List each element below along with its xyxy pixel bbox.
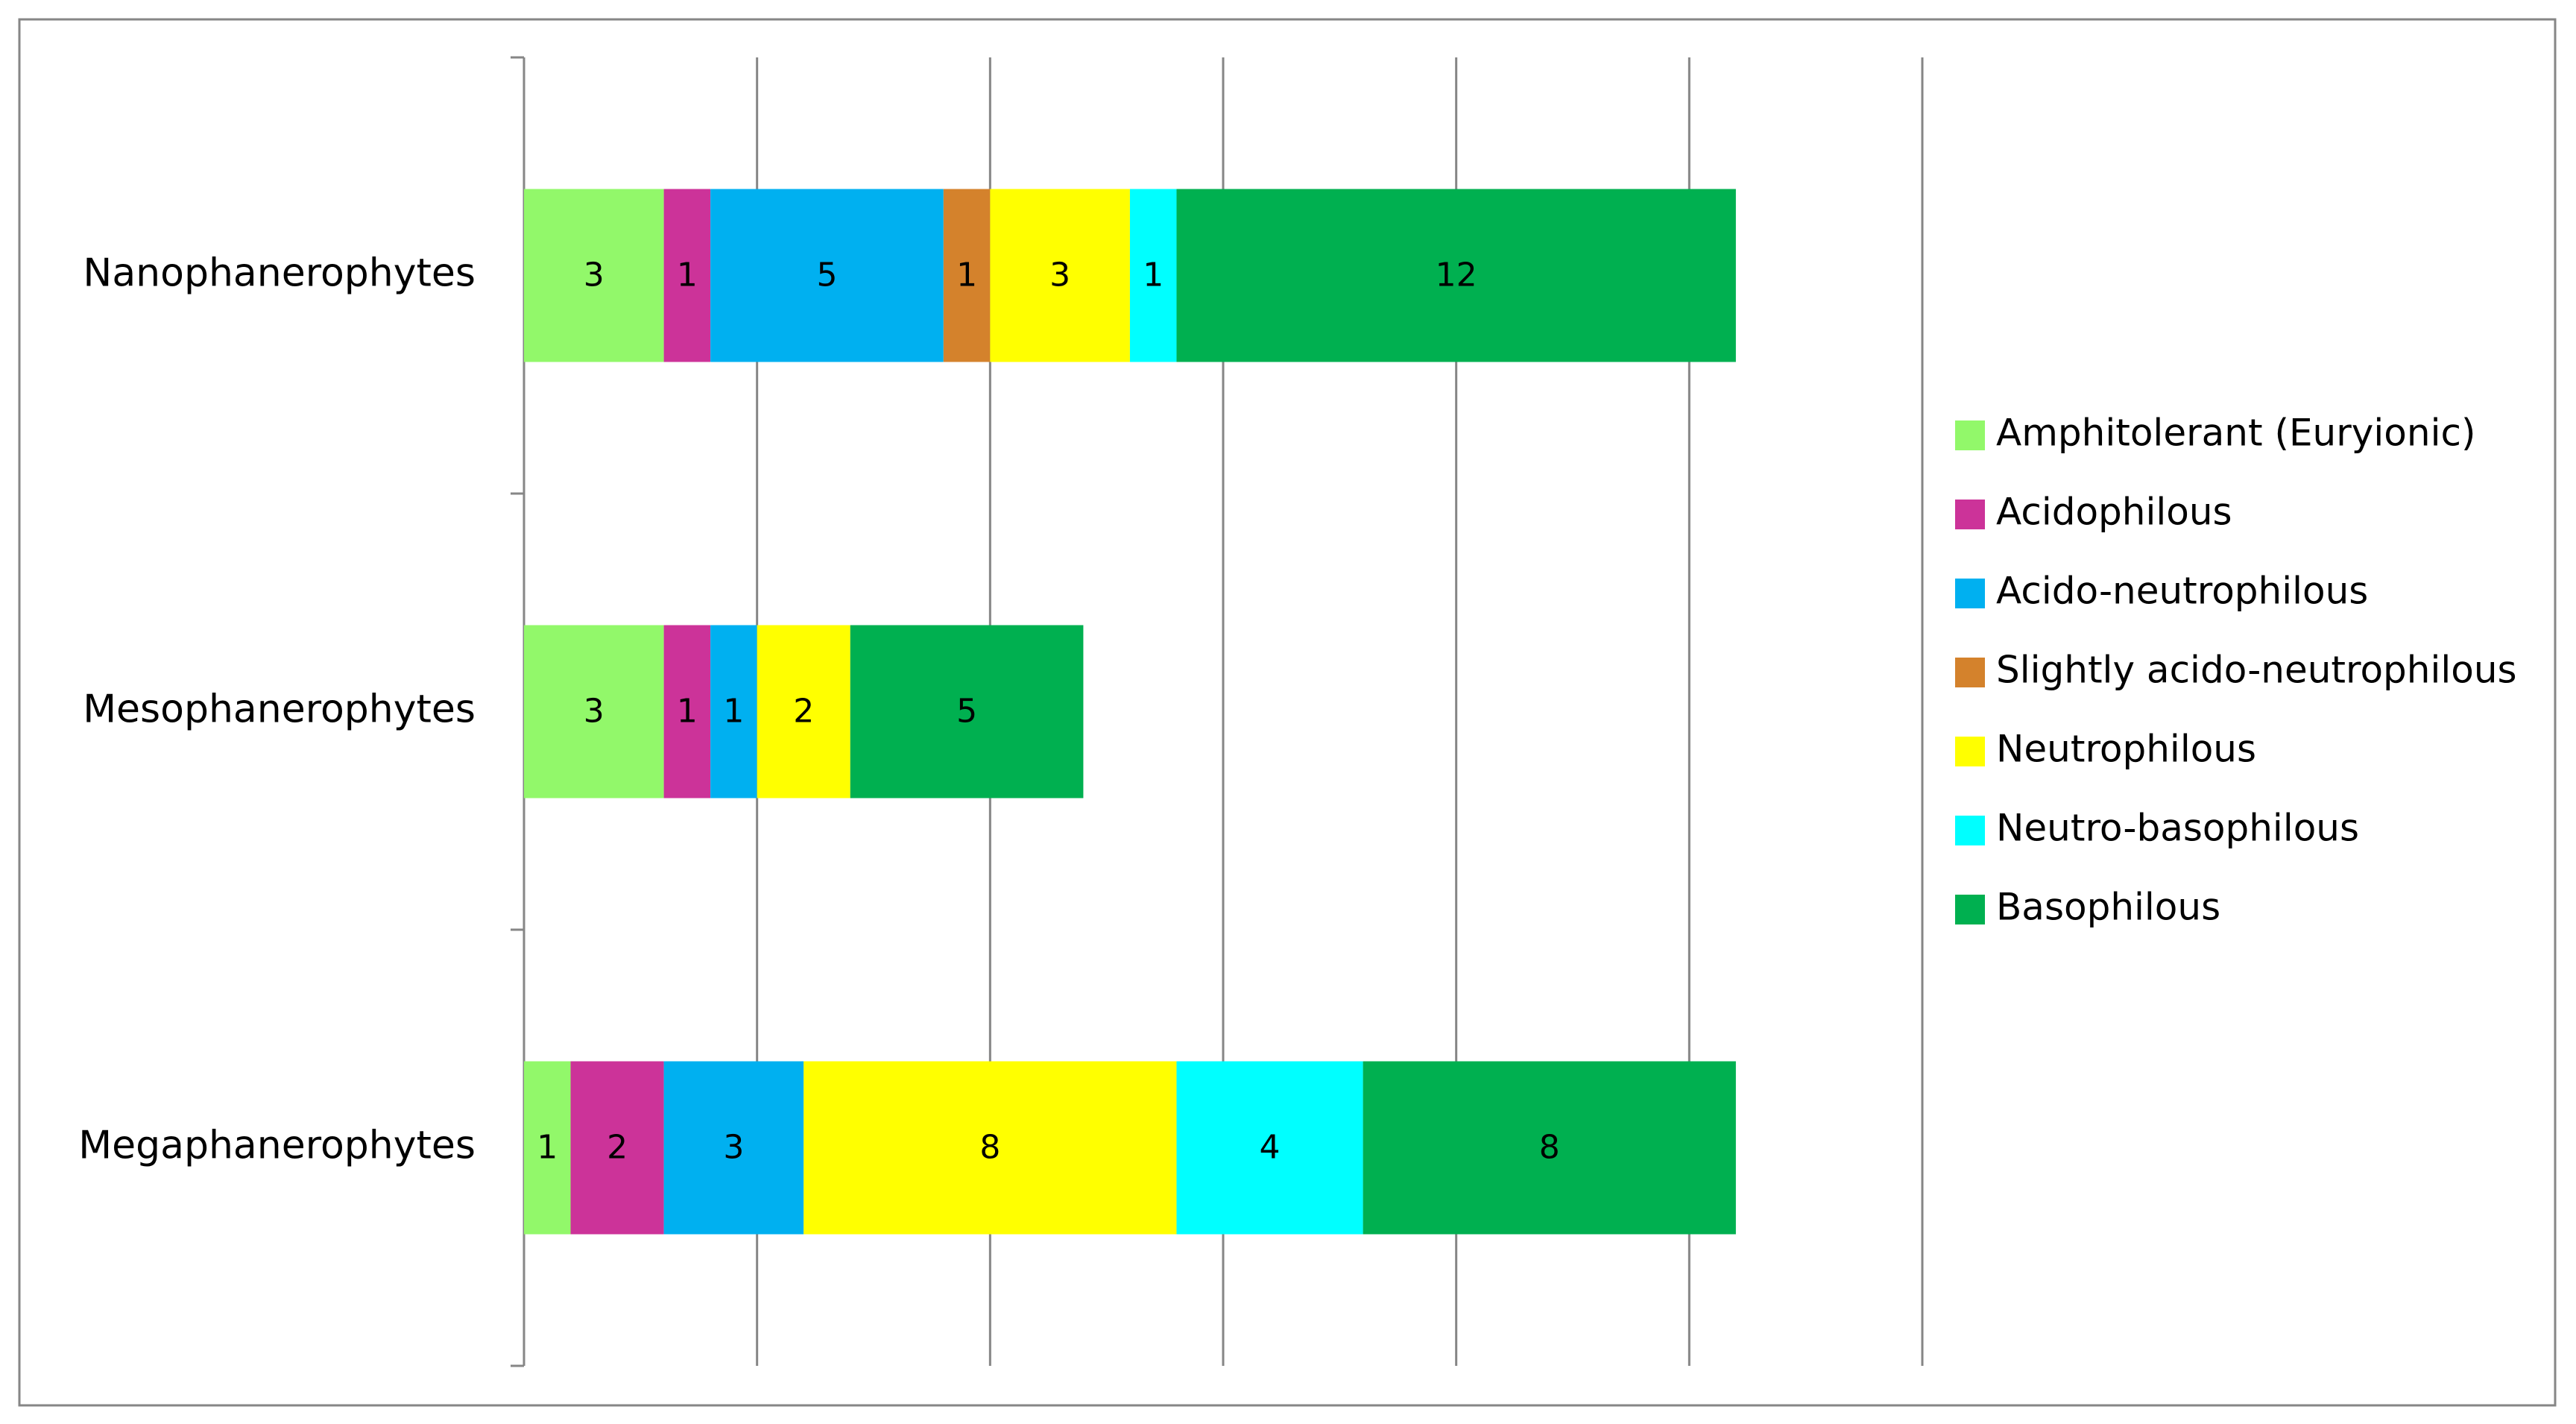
legend-swatch — [1955, 816, 1985, 845]
data-label: 1 — [537, 1129, 558, 1167]
legend-swatch — [1955, 579, 1985, 608]
bar-segment — [524, 189, 664, 362]
data-label: 5 — [956, 693, 977, 731]
data-label: 4 — [1260, 1129, 1281, 1167]
bar-segment — [804, 1061, 1177, 1235]
bar-segment — [710, 625, 757, 798]
y-tick-label: Megaphanerophytes — [78, 1124, 476, 1168]
legend-label: Basophilous — [1996, 886, 2220, 929]
data-label: 1 — [723, 693, 744, 731]
bar-segment — [1129, 189, 1177, 362]
data-label: 2 — [793, 693, 814, 731]
legend-label: Neutrophilous — [1996, 728, 2256, 771]
bar-segment — [1176, 189, 1736, 362]
bar-segment — [663, 1061, 804, 1235]
data-label: 12 — [1436, 256, 1477, 294]
legend-swatch — [1955, 658, 1985, 687]
data-label: 8 — [979, 1129, 1000, 1167]
legend-label: Acido-neutrophilous — [1996, 570, 2368, 613]
legend-label: Amphitolerant (Euryionic) — [1996, 412, 2475, 455]
legend-swatch — [1955, 895, 1985, 924]
bar-segment — [663, 189, 711, 362]
data-label: 1 — [677, 693, 698, 731]
y-tick-label: Mesophanerophytes — [83, 687, 476, 732]
legend-swatch — [1955, 737, 1985, 766]
legend-label: Neutro-basophilous — [1996, 807, 2359, 850]
bar-segment — [757, 625, 850, 798]
bar-segment — [1176, 1061, 1363, 1235]
data-label: 5 — [816, 256, 837, 294]
data-label: 3 — [584, 256, 604, 294]
bar-segment — [943, 189, 991, 362]
legend-label: Acidophilous — [1996, 491, 2232, 534]
bar-segment — [850, 625, 1084, 798]
legend-swatch — [1955, 500, 1985, 529]
legend-label: Slightly acido-neutrophilous — [1996, 649, 2517, 692]
bar-segment — [710, 189, 944, 362]
bar-segment — [1363, 1061, 1736, 1235]
data-label: 3 — [1049, 256, 1070, 294]
bar-segment — [570, 1061, 664, 1235]
bar-segment — [990, 189, 1130, 362]
bar-segment — [663, 625, 711, 798]
data-label: 8 — [1539, 1129, 1560, 1167]
legend-swatch — [1955, 420, 1985, 450]
data-label: 1 — [956, 256, 977, 294]
bar-segment — [524, 625, 664, 798]
data-label: 1 — [1143, 256, 1164, 294]
y-tick-label: Nanophanerophytes — [83, 251, 476, 296]
data-label: 3 — [584, 693, 604, 731]
data-label: 2 — [607, 1129, 628, 1167]
data-label: 1 — [677, 256, 698, 294]
bar-segment — [524, 1061, 571, 1235]
data-label: 3 — [723, 1129, 744, 1167]
